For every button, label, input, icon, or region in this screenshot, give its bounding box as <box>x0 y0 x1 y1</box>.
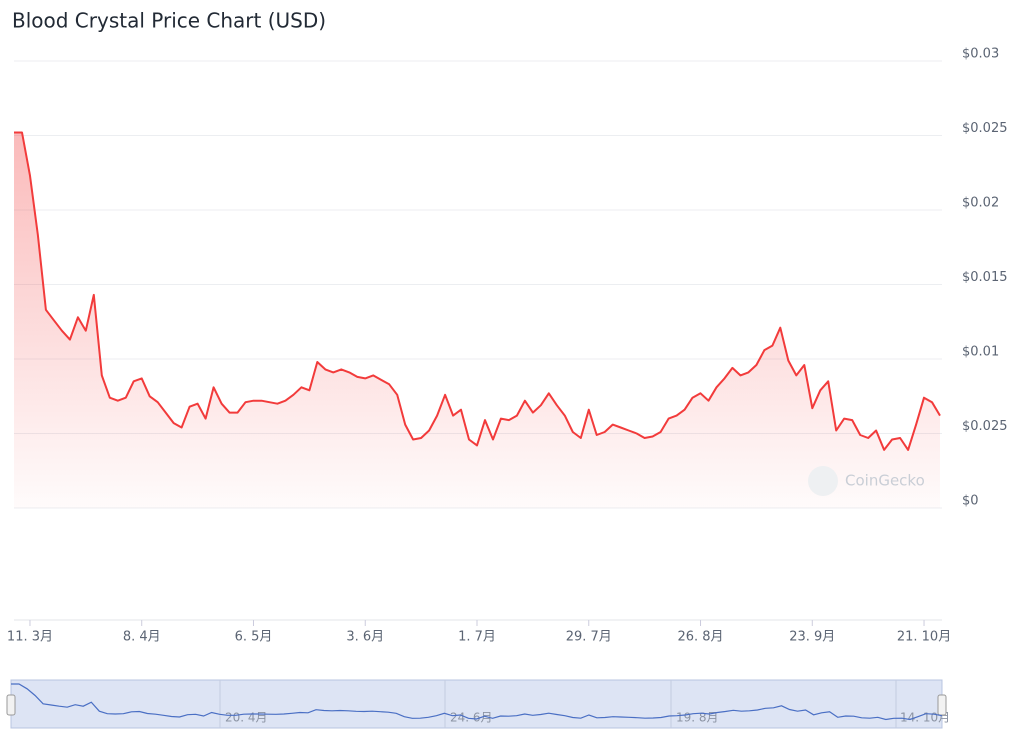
x-tick-label: 23. 9月 <box>789 630 835 645</box>
y-tick-label: $0.025 <box>962 419 1008 434</box>
x-tick-label: 26. 8月 <box>677 630 723 645</box>
watermark: CoinGecko <box>845 472 925 490</box>
x-tick-label: 29. 7月 <box>566 630 612 645</box>
navigator-line <box>11 683 943 721</box>
chart-title: Blood Crystal Price Chart (USD) <box>12 9 326 33</box>
x-tick-label: 21. 10月 <box>897 630 951 645</box>
x-tick-label: 6. 5月 <box>235 630 273 645</box>
watermark-logo <box>808 466 838 496</box>
navigator-label: 24. 6月 <box>450 711 493 725</box>
x-tick-label: 8. 4月 <box>123 630 161 645</box>
area <box>14 132 940 508</box>
x-tick-label: 11. 3月 <box>7 630 53 645</box>
y-tick-label: $0.02 <box>962 196 999 211</box>
y-tick-label: $0.025 <box>962 121 1008 136</box>
navigator-handle[interactable] <box>937 694 947 716</box>
x-tick-label: 3. 6月 <box>346 630 384 645</box>
x-tick-label: 1. 7月 <box>458 630 496 645</box>
y-tick-label: $0.01 <box>962 345 999 360</box>
y-tick-label: $0 <box>962 494 979 509</box>
y-tick-label: $0.03 <box>962 47 999 62</box>
navigator-label: 20. 4月 <box>225 711 268 725</box>
price-line <box>14 131 941 451</box>
y-tick-label: $0.015 <box>962 270 1008 285</box>
navigator-handle[interactable] <box>6 694 16 716</box>
navigator-label: 19. 8月 <box>676 711 719 725</box>
